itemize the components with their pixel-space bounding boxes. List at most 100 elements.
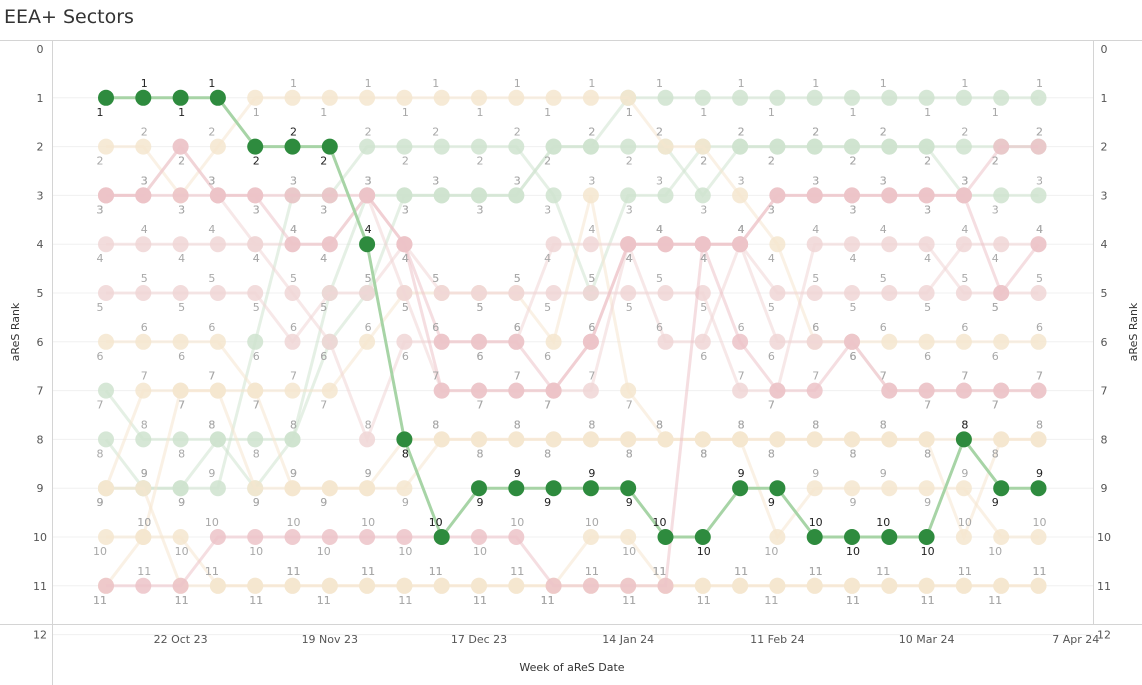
data-point bbox=[508, 285, 525, 301]
data-point bbox=[98, 577, 114, 594]
y-tick-label: 1 bbox=[37, 92, 44, 105]
data-label: 2 bbox=[656, 126, 663, 139]
data-label: 8 bbox=[208, 418, 215, 431]
data-label: 3 bbox=[961, 174, 968, 187]
data-point bbox=[993, 333, 1010, 350]
x-axis-ticks: 22 Oct 23 19 Nov 23 17 Dec 23 14 Jan 24 11 F… bbox=[154, 633, 1100, 646]
data-label: 11 bbox=[429, 565, 443, 578]
data-point bbox=[284, 382, 301, 399]
data-point bbox=[769, 187, 786, 204]
data-point bbox=[284, 480, 301, 497]
x-tick-label: 14 Jan 24 bbox=[602, 633, 654, 646]
data-label: 11 bbox=[473, 594, 487, 607]
data-label: 6 bbox=[880, 321, 887, 334]
data-point bbox=[209, 431, 226, 448]
data-label: 1 bbox=[924, 106, 931, 119]
data-label: 10 bbox=[988, 545, 1002, 558]
data-label: 8 bbox=[141, 418, 148, 431]
data-label: 11 bbox=[287, 565, 301, 578]
data-label: 6 bbox=[738, 321, 745, 334]
data-point bbox=[545, 333, 562, 350]
data-label: 7 bbox=[97, 399, 104, 412]
data-label: 8 bbox=[432, 418, 439, 431]
data-point bbox=[433, 382, 450, 399]
series-background: 5 5 5 5 5 6 5 5 4 5 5 5 5 5 5 5 5 7 7 4 4 4 4 5 5 5 bbox=[97, 223, 1047, 412]
data-label: 8 bbox=[738, 418, 745, 431]
data-point bbox=[172, 382, 189, 399]
data-point bbox=[508, 89, 525, 106]
data-point bbox=[247, 431, 264, 448]
data-point bbox=[284, 236, 301, 253]
data-label: 2 bbox=[97, 155, 104, 168]
data-label: 11 bbox=[398, 594, 412, 607]
data-point bbox=[209, 89, 226, 106]
data-label: 4 bbox=[208, 223, 215, 236]
data-point bbox=[769, 382, 786, 399]
data-label: 11 bbox=[541, 594, 555, 607]
data-point bbox=[471, 138, 487, 155]
data-label: 11 bbox=[249, 594, 263, 607]
data-point bbox=[471, 577, 487, 594]
data-label: 4 bbox=[402, 252, 409, 265]
data-label: 1 bbox=[626, 106, 633, 119]
data-label: 6 bbox=[290, 321, 297, 334]
data-point bbox=[694, 236, 711, 253]
y-tick-label: 5 bbox=[1101, 287, 1108, 300]
data-label: 3 bbox=[141, 174, 148, 187]
data-label: 4 bbox=[738, 223, 745, 236]
data-point bbox=[172, 236, 189, 253]
data-label: 11 bbox=[876, 565, 890, 578]
data-point bbox=[806, 431, 823, 448]
data-label: 3 bbox=[402, 203, 409, 216]
data-label: 8 bbox=[768, 447, 775, 460]
data-point bbox=[620, 285, 637, 301]
data-point bbox=[657, 333, 674, 350]
data-label: 11 bbox=[473, 594, 487, 607]
data-label: 11 bbox=[921, 594, 935, 607]
y-tick-label: 4 bbox=[1101, 238, 1108, 251]
data-label: 5 bbox=[402, 301, 409, 314]
y-tick-label: 1 bbox=[1101, 92, 1108, 105]
data-label: 3 bbox=[514, 174, 521, 187]
data-label: 11 bbox=[317, 594, 331, 607]
data-label: 8 bbox=[992, 447, 999, 460]
data-label: 9 bbox=[141, 467, 148, 480]
data-label: 8 bbox=[880, 418, 887, 431]
data-label: 7 bbox=[290, 370, 297, 383]
data-point bbox=[582, 529, 599, 545]
data-point bbox=[396, 577, 413, 594]
data-point bbox=[359, 236, 376, 253]
data-label: 3 bbox=[290, 174, 297, 187]
data-point bbox=[284, 577, 301, 594]
data-label: 3 bbox=[477, 203, 484, 216]
data-label: 1 bbox=[850, 106, 857, 119]
data-label: 5 bbox=[924, 301, 931, 314]
data-point bbox=[359, 529, 376, 545]
data-label: 3 bbox=[477, 203, 484, 216]
data-point bbox=[172, 187, 189, 204]
data-label: 6 bbox=[588, 321, 595, 334]
data-label: 2 bbox=[588, 126, 595, 139]
data-label: 5 bbox=[365, 272, 372, 285]
data-point bbox=[396, 529, 413, 545]
data-point bbox=[582, 236, 599, 253]
data-point bbox=[1030, 285, 1047, 301]
data-point bbox=[881, 285, 898, 301]
data-point bbox=[396, 333, 413, 350]
data-label: 4 bbox=[656, 223, 663, 236]
data-label: 3 bbox=[880, 174, 887, 187]
data-label: 5 bbox=[544, 301, 551, 314]
y-tick-label: 11 bbox=[1097, 580, 1111, 593]
data-point bbox=[98, 138, 114, 155]
data-label: 9 bbox=[880, 467, 887, 480]
data-point bbox=[1030, 577, 1047, 594]
data-label: 3 bbox=[208, 174, 215, 187]
data-label: 2 bbox=[812, 126, 819, 139]
data-label: 4 bbox=[178, 252, 185, 265]
data-point bbox=[732, 187, 749, 204]
data-label: 6 bbox=[514, 321, 521, 334]
data-point bbox=[209, 529, 226, 545]
data-point bbox=[582, 333, 599, 350]
data-label: 3 bbox=[1036, 174, 1043, 187]
